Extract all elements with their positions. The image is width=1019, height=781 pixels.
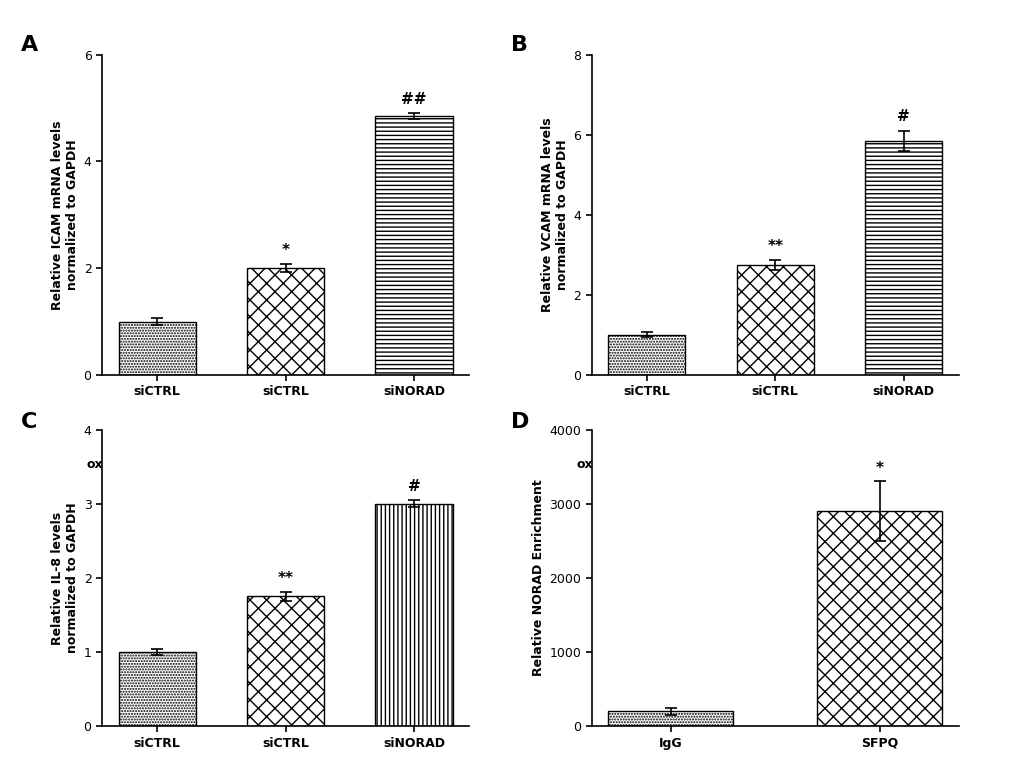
- Bar: [607, 335, 685, 375]
- Text: ox-LDL: ox-LDL: [87, 458, 135, 471]
- Text: +: +: [279, 458, 291, 472]
- Text: **: **: [766, 239, 783, 254]
- Text: #: #: [408, 479, 420, 494]
- Y-axis label: Relative IL-8 levels
normalized to GAPDH: Relative IL-8 levels normalized to GAPDH: [51, 503, 79, 653]
- Text: A: A: [21, 35, 39, 55]
- Bar: [375, 116, 452, 375]
- Text: C: C: [21, 412, 38, 432]
- Bar: [816, 512, 942, 726]
- Bar: [607, 711, 733, 726]
- Text: -: -: [154, 458, 160, 472]
- Bar: [864, 141, 942, 375]
- Y-axis label: Relative VCAM mRNA levels
normalized to GAPDH: Relative VCAM mRNA levels normalized to …: [540, 117, 569, 312]
- Bar: [736, 265, 813, 375]
- Text: +: +: [408, 458, 420, 472]
- Y-axis label: Relative NORAD Enrichment: Relative NORAD Enrichment: [532, 480, 544, 676]
- Text: ##: ##: [400, 92, 426, 107]
- Text: ox-LDL: ox-LDL: [576, 458, 624, 471]
- Y-axis label: Relative ICAM mRNA levels
normalized to GAPDH: Relative ICAM mRNA levels normalized to …: [51, 120, 79, 309]
- Text: B: B: [511, 35, 527, 55]
- Text: +: +: [768, 458, 781, 472]
- Text: +: +: [897, 458, 909, 472]
- Bar: [247, 268, 324, 375]
- Bar: [118, 322, 196, 375]
- Text: -: -: [643, 458, 649, 472]
- Text: *: *: [874, 461, 882, 476]
- Text: #: #: [897, 109, 909, 124]
- Text: D: D: [511, 412, 529, 432]
- Text: *: *: [281, 243, 289, 258]
- Text: **: **: [277, 571, 293, 586]
- Bar: [247, 597, 324, 726]
- Bar: [118, 652, 196, 726]
- Bar: [375, 504, 452, 726]
